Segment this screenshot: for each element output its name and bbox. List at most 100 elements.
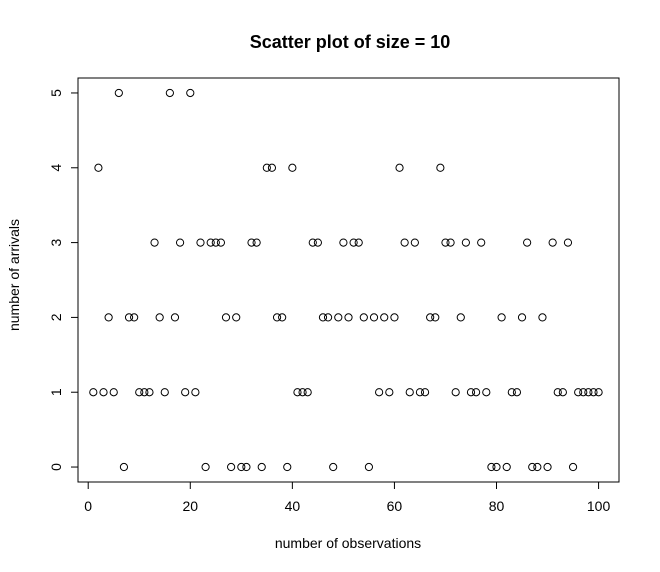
data-point — [114, 88, 123, 98]
data-point — [140, 388, 149, 397]
data-point — [380, 313, 389, 322]
y-axis-label: number of arrivals — [6, 219, 22, 331]
data-point — [160, 388, 169, 397]
data-point — [272, 313, 282, 322]
y-tick-label: 4 — [48, 164, 64, 172]
data-point — [359, 313, 368, 322]
data-point — [512, 388, 522, 397]
data-point — [553, 388, 562, 397]
data-point — [99, 388, 108, 397]
data-point — [308, 238, 317, 247]
data-point — [517, 313, 527, 322]
data-point — [354, 238, 363, 247]
data-point — [502, 462, 511, 472]
data-point — [211, 238, 220, 247]
data-point — [563, 238, 573, 247]
data-point — [466, 388, 476, 397]
data-point — [584, 388, 593, 397]
data-point — [283, 462, 292, 472]
x-tick-label: 0 — [84, 498, 92, 514]
x-tick-label: 100 — [587, 498, 611, 514]
x-axis-label: number of observations — [275, 535, 421, 551]
data-point — [252, 238, 261, 247]
data-point — [109, 388, 118, 397]
data-point — [400, 238, 409, 247]
data-point — [482, 388, 491, 397]
x-axis: 0 20 40 60 80 100 — [84, 481, 611, 514]
y-tick-label: 3 — [48, 238, 64, 246]
data-point — [267, 163, 277, 172]
data-point — [446, 238, 455, 247]
data-point — [303, 388, 312, 397]
data-point — [216, 238, 226, 247]
data-point — [579, 388, 588, 397]
data-point — [431, 313, 440, 322]
plot-area-frame — [77, 77, 620, 483]
data-point — [395, 163, 404, 172]
data-point — [334, 313, 343, 322]
data-point — [507, 388, 516, 397]
data-point — [124, 313, 134, 322]
data-point — [533, 462, 542, 472]
data-point — [130, 313, 139, 322]
y-tick-label: 5 — [48, 89, 64, 97]
data-point — [477, 238, 486, 247]
data-point — [313, 238, 322, 247]
data-point — [385, 388, 394, 397]
data-point — [165, 88, 174, 98]
data-point — [150, 238, 159, 247]
data-point — [548, 238, 557, 247]
data-point — [247, 238, 256, 247]
data-point — [196, 238, 205, 247]
data-point — [298, 388, 307, 397]
data-points — [89, 88, 603, 472]
data-point — [492, 462, 501, 472]
data-point — [420, 388, 430, 397]
data-point — [227, 462, 236, 472]
data-point — [89, 388, 98, 397]
data-point — [221, 313, 231, 322]
x-tick-label: 20 — [182, 498, 198, 514]
data-point — [201, 462, 210, 472]
data-point — [186, 88, 195, 98]
data-point — [262, 163, 271, 172]
data-point — [523, 238, 532, 247]
data-point — [497, 313, 506, 322]
data-point — [375, 388, 384, 397]
data-point — [339, 238, 348, 247]
data-point — [145, 388, 154, 397]
data-point — [242, 462, 251, 472]
data-point — [329, 462, 338, 472]
data-point — [232, 313, 241, 322]
data-point — [175, 238, 185, 247]
x-tick-label: 60 — [387, 498, 403, 514]
data-point — [456, 313, 465, 322]
data-point — [94, 163, 103, 172]
data-point — [191, 388, 200, 397]
data-point — [568, 462, 578, 472]
data-point — [451, 388, 460, 397]
data-point — [487, 462, 496, 472]
data-point — [278, 313, 287, 322]
data-point — [170, 313, 180, 322]
y-tick-label: 2 — [48, 313, 64, 321]
data-point — [349, 238, 358, 247]
data-point — [538, 313, 547, 322]
data-point — [558, 388, 567, 397]
data-point — [206, 238, 215, 247]
data-point — [318, 313, 328, 322]
chart-title: Scatter plot of size = 10 — [250, 32, 451, 52]
data-point — [104, 313, 113, 322]
data-point — [441, 238, 450, 247]
data-point — [594, 388, 603, 397]
data-point — [410, 238, 419, 247]
data-point — [288, 163, 297, 172]
data-point — [461, 238, 470, 247]
data-point — [528, 462, 537, 472]
data-point — [436, 163, 445, 172]
x-tick-label: 40 — [285, 498, 301, 514]
data-point — [257, 462, 266, 472]
data-point — [405, 388, 414, 397]
data-point — [574, 388, 583, 397]
